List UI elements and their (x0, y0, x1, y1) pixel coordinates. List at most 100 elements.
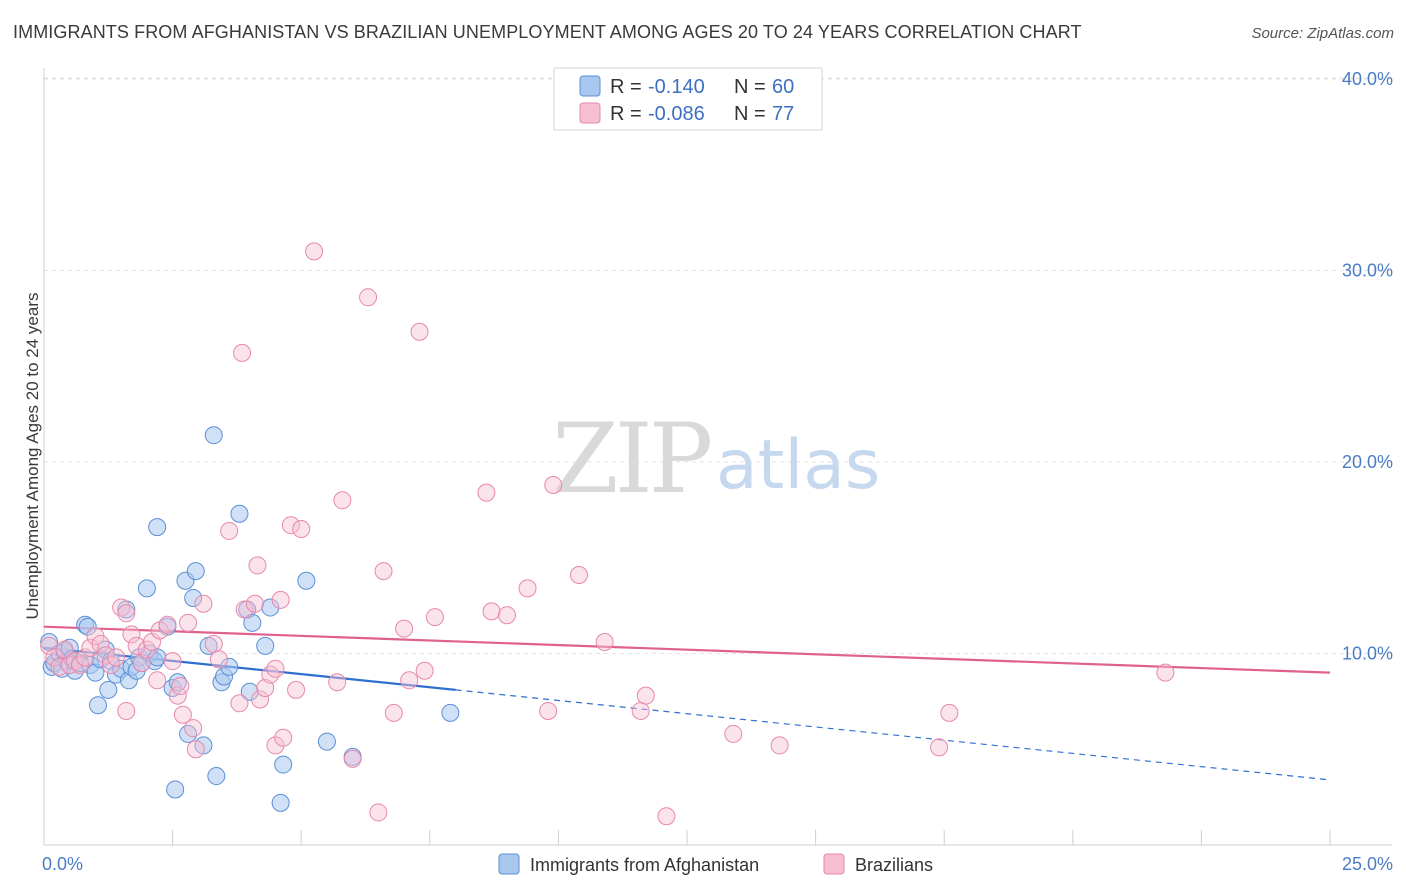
gridlines (44, 77, 1392, 654)
data-point-afghanistan (137, 579, 156, 598)
data-point-afghanistan (256, 636, 275, 655)
data-point-brazilians (220, 521, 239, 540)
legend-n-label: N = (734, 76, 766, 98)
data-point-afghanistan (317, 732, 336, 751)
data-point-afghanistan (204, 426, 223, 445)
data-point-brazilians (112, 598, 131, 617)
data-point-brazilians (127, 636, 146, 655)
legend-r-value-afghanistan: -0.140 (648, 76, 705, 98)
legend-n-label: N = (734, 103, 766, 125)
data-point-brazilians (248, 556, 267, 575)
data-point-brazilians (415, 661, 434, 680)
data-point-afghanistan (220, 657, 239, 676)
data-point-afghanistan (184, 588, 203, 607)
data-point-brazilians (631, 701, 650, 720)
data-point-brazilians (261, 665, 280, 684)
data-point-afghanistan (230, 504, 249, 523)
data-point-brazilians (333, 491, 352, 510)
data-point-brazilians (204, 634, 223, 653)
data-point-brazilians (122, 625, 141, 644)
data-point-brazilians (117, 701, 136, 720)
data-point-brazilians (163, 652, 182, 671)
source-note: Source: ZipAtlas.com (1251, 25, 1394, 42)
data-point-afghanistan (297, 571, 316, 590)
legend-r-label: R = (610, 76, 642, 98)
data-point-brazilians (930, 738, 949, 757)
data-point-brazilians (266, 736, 285, 755)
bottom-legend-afghanistan: Immigrants from Afghanistan (530, 855, 759, 875)
legend-n-value-brazilians: 77 (772, 103, 794, 125)
data-point-brazilians (194, 594, 213, 613)
y-tick-label: 30.0% (1342, 261, 1393, 281)
data-point-brazilians (497, 606, 516, 625)
data-point-brazilians (1156, 663, 1175, 682)
data-point-afghanistan (78, 617, 97, 636)
data-point-afghanistan (207, 767, 226, 786)
data-point-brazilians (107, 648, 126, 667)
data-point-brazilians (132, 654, 151, 673)
data-point-brazilians (251, 690, 270, 709)
data-point-brazilians (395, 619, 414, 638)
data-point-afghanistan (271, 793, 290, 812)
trend-line-afghanistan-extrapolated (455, 689, 1331, 781)
data-point-brazilians (266, 659, 285, 678)
data-point-brazilians (45, 648, 64, 667)
legend-swatch-brazilians (579, 102, 601, 124)
legend-r-value-brazilians: -0.086 (648, 103, 705, 125)
data-point-afghanistan (261, 598, 280, 617)
data-point-brazilians (40, 636, 59, 655)
data-point-brazilians (305, 242, 324, 261)
data-point-brazilians (940, 703, 959, 722)
y-tick-labels: 10.0% 20.0% 30.0% 40.0% (1342, 69, 1393, 664)
data-point-brazilians (287, 680, 306, 699)
y-axis-label: Unemployment Among Ages 20 to 24 years (23, 293, 42, 620)
data-point-brazilians (569, 565, 588, 584)
data-point-brazilians (410, 322, 429, 341)
watermark: ZIP atlas (552, 403, 880, 515)
data-point-brazilians (171, 677, 190, 696)
x-tick-label: 25.0% (1342, 854, 1393, 874)
axes (43, 68, 1392, 846)
data-point-afghanistan (99, 680, 118, 699)
bottom-legend-swatch-brazilians (823, 853, 845, 875)
data-point-brazilians (230, 694, 249, 713)
data-point-brazilians (271, 590, 290, 609)
data-point-brazilians (724, 724, 743, 743)
data-point-afghanistan (274, 755, 293, 774)
legend-r-label: R = (610, 103, 642, 125)
data-point-brazilians (343, 749, 362, 768)
y-tick-label: 20.0% (1342, 452, 1393, 472)
data-point-brazilians (518, 579, 537, 598)
data-point-brazilians (117, 604, 136, 623)
x-tick-labels: 0.0% 25.0% (42, 854, 1393, 874)
series-afghanistan-points (40, 426, 460, 812)
data-point-brazilians (209, 650, 228, 669)
trend-line-brazilians (43, 625, 1331, 674)
y-tick-label: 10.0% (1342, 644, 1393, 664)
data-point-afghanistan (243, 613, 262, 632)
data-point-afghanistan (240, 682, 259, 701)
data-point-afghanistan (179, 724, 198, 743)
y-tick-label: 40.0% (1342, 69, 1393, 89)
data-point-brazilians (539, 701, 558, 720)
data-point-afghanistan (148, 518, 167, 537)
data-point-brazilians (292, 520, 311, 539)
bottom-legend-swatch-afghanistan (498, 853, 520, 875)
data-point-brazilians (636, 686, 655, 705)
data-point-brazilians (274, 728, 293, 747)
bottom-legend-brazilians: Brazilians (855, 855, 933, 875)
data-point-brazilians (328, 673, 347, 692)
legend-swatch-afghanistan (579, 75, 601, 97)
data-point-brazilians (369, 803, 388, 822)
data-point-brazilians (374, 562, 393, 581)
data-point-brazilians (76, 648, 95, 667)
data-point-brazilians (158, 615, 177, 634)
watermark-atlas: atlas (716, 426, 880, 505)
data-point-brazilians (184, 719, 203, 738)
data-point-brazilians (657, 807, 676, 826)
data-point-afghanistan (89, 696, 108, 715)
data-point-brazilians (770, 736, 789, 755)
series-brazilians-points (40, 242, 1175, 826)
data-point-brazilians (359, 288, 378, 307)
